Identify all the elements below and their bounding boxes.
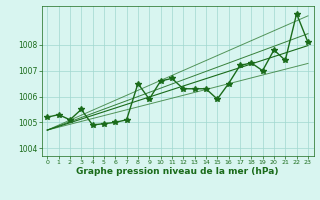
X-axis label: Graphe pression niveau de la mer (hPa): Graphe pression niveau de la mer (hPa): [76, 167, 279, 176]
